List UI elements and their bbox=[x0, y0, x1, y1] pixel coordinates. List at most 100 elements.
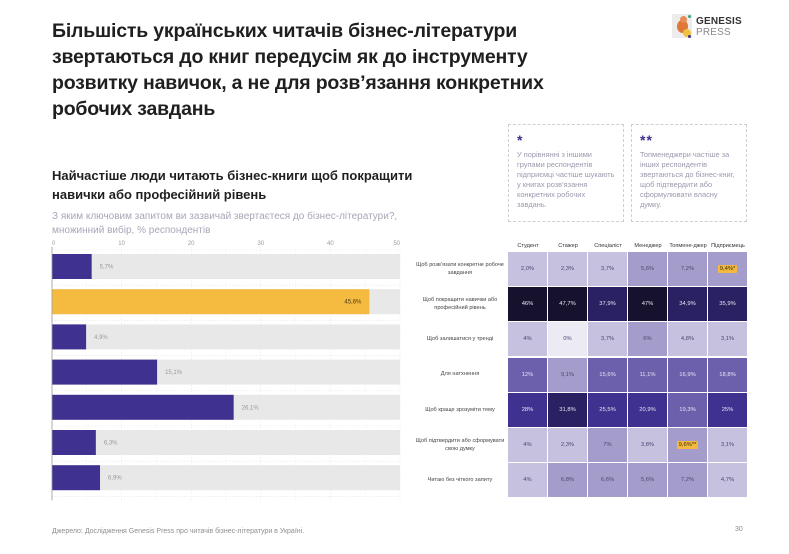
heatmap-cell: 47% bbox=[628, 287, 667, 322]
cell-value: 16,9% bbox=[679, 371, 696, 378]
cell-value: 9,1% bbox=[560, 371, 575, 378]
cell-value: 3,7% bbox=[600, 266, 615, 272]
cell-value: 3,1% bbox=[720, 442, 735, 448]
logo-text: GENESIS PRESS bbox=[696, 16, 742, 38]
heatmap-cell: 37,9% bbox=[588, 287, 627, 322]
bar-chart: 0 10 20 30 40 50 5,7% 45,6% 4,9% 15,1% 26,1% 6,3% 6,… bbox=[51, 241, 401, 501]
column-header: Менеджер bbox=[634, 242, 662, 249]
cell-value: 11,1% bbox=[639, 371, 656, 378]
heatmap-cell: 4% bbox=[508, 428, 547, 462]
bar-track bbox=[52, 324, 400, 350]
heatmap-cell: 9,6%** bbox=[668, 428, 707, 462]
bar-value-label: 15,1% bbox=[165, 370, 183, 376]
cell-value: 6% bbox=[643, 336, 652, 343]
cell-value: 7,2% bbox=[680, 477, 695, 484]
heatmap-cell: 12% bbox=[508, 357, 547, 392]
row-label: Читаю без чіткого запиту bbox=[427, 476, 493, 483]
heatmap-cell: 25,5% bbox=[588, 392, 627, 427]
heatmap-cell: 11,1% bbox=[628, 357, 667, 392]
cell-value: 3,7% bbox=[600, 336, 615, 343]
cell-value: 5,6% bbox=[640, 477, 655, 484]
bar-value-label: 5,7% bbox=[100, 265, 114, 271]
cell-value: 20,9% bbox=[639, 406, 656, 413]
heatmap-cell: 9,4%* bbox=[708, 252, 747, 286]
cell-value: 25% bbox=[721, 406, 734, 413]
heatmap-cell: 31,8% bbox=[548, 392, 587, 427]
cell-value: 47% bbox=[641, 301, 654, 308]
bar-value-label: 4,9% bbox=[94, 335, 108, 341]
x-tick-label: 20 bbox=[188, 241, 195, 247]
heatmap-cell: 0% bbox=[548, 322, 587, 357]
column-header: Топмене-джер bbox=[669, 242, 707, 249]
heatmap-cell: 25% bbox=[708, 392, 747, 427]
note-marker: * bbox=[517, 132, 524, 148]
bar bbox=[52, 465, 101, 491]
cell-value: 4,7% bbox=[720, 477, 735, 484]
heatmap-cell: 4% bbox=[508, 463, 547, 498]
logo-mark-icon bbox=[672, 14, 692, 38]
heatmap-cell: 20,9% bbox=[628, 392, 667, 427]
heatmap-cell: 3,1% bbox=[708, 322, 747, 357]
note-entrepreneurs: * У порівнянні з іншими групами респонде… bbox=[508, 124, 624, 222]
cell-value: 0% bbox=[563, 336, 572, 343]
cell-value: 12% bbox=[521, 371, 534, 378]
x-tick-label: 10 bbox=[118, 241, 125, 247]
note-top-managers: ** Топменеджери частіше за інших респонд… bbox=[631, 124, 747, 222]
cell-value: 3,8% bbox=[640, 442, 655, 448]
cell-value: 25,5% bbox=[599, 406, 616, 413]
cell-value: 46% bbox=[521, 301, 534, 308]
row-label: Щоб краще зрозуміти тему bbox=[425, 406, 495, 413]
heatmap-cell: 6% bbox=[628, 322, 667, 357]
heatmap-cell: 4,7% bbox=[708, 463, 747, 498]
heatmap-cell: 9,1% bbox=[548, 357, 587, 392]
row-label: Для натхнення bbox=[440, 371, 480, 378]
heatmap-cell: 5,6% bbox=[628, 463, 667, 498]
heatmap-cell: 19,3% bbox=[668, 392, 707, 427]
bar-value-label: 6,3% bbox=[104, 441, 118, 447]
bar-value-label: 6,9% bbox=[108, 476, 122, 482]
bar bbox=[52, 254, 92, 279]
cell-value: 2,3% bbox=[560, 266, 575, 272]
heatmap-cell: 3,8% bbox=[628, 428, 667, 462]
cell-value: 35,9% bbox=[719, 301, 736, 308]
genesis-press-logo: GENESIS PRESS bbox=[672, 14, 762, 50]
heatmap-cell: 34,9% bbox=[668, 287, 707, 322]
cell-value: 4% bbox=[523, 442, 532, 448]
heatmap-cell: 6,6% bbox=[588, 463, 627, 498]
note-marker: ** bbox=[640, 132, 653, 148]
cell-value: 4,8% bbox=[680, 336, 695, 343]
chart-title: Найчастіше люди читають бізнес-книги щоб… bbox=[52, 168, 413, 202]
cell-value: 3,1% bbox=[720, 336, 735, 343]
heatmap-cell: 2,0% bbox=[508, 252, 547, 286]
cell-value: 7,2% bbox=[680, 266, 695, 272]
heatmap-cell: 5,6% bbox=[628, 252, 667, 286]
column-header: Стажер bbox=[558, 242, 578, 249]
heatmap-cell: 28% bbox=[508, 392, 547, 427]
heatmap-cell: 7,2% bbox=[668, 252, 707, 286]
heatmap-cell: 7% bbox=[588, 428, 627, 462]
cell-value: 5,6% bbox=[640, 266, 655, 272]
page-title: Більшість українських читачів бізнес-літ… bbox=[52, 20, 544, 120]
heatmap-cell: 7,2% bbox=[668, 463, 707, 498]
highlighted-value: 9,6%** bbox=[676, 441, 699, 449]
heatmap-cell: 2,3% bbox=[548, 428, 587, 462]
heatmap-cell: 3,1% bbox=[708, 428, 747, 462]
cell-value: 4% bbox=[523, 477, 532, 484]
column-header: Спеціаліст bbox=[594, 242, 622, 249]
bar bbox=[52, 394, 234, 420]
cell-value: 7% bbox=[603, 442, 612, 448]
x-tick-label: 30 bbox=[257, 241, 264, 247]
cell-value: 18,8% bbox=[719, 371, 736, 378]
heatmap-cell: 4% bbox=[508, 322, 547, 357]
bar bbox=[52, 324, 87, 350]
heatmap-cell: 6,8% bbox=[548, 463, 587, 498]
column-header: Підприємець bbox=[711, 242, 745, 249]
heatmap-cell: 46% bbox=[508, 287, 547, 322]
heatmap-cell: 2,3% bbox=[548, 252, 587, 286]
note-text: Топменеджери частіше за інших респондент… bbox=[640, 150, 735, 209]
cell-value: 15,6% bbox=[599, 371, 616, 378]
cell-value: 19,3% bbox=[679, 406, 696, 413]
page-number: 30 bbox=[735, 526, 743, 533]
row-label: Щоб розв’язати конкретне робоче завдання bbox=[416, 262, 504, 276]
bar-track bbox=[52, 430, 400, 455]
